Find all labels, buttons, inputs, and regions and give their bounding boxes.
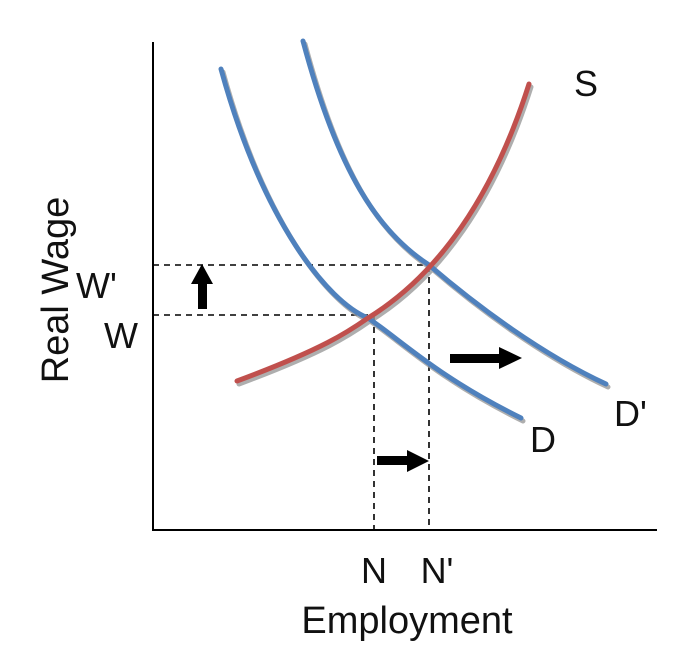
demand-label: D: [530, 419, 556, 460]
wage-up-arrow: [191, 264, 213, 309]
arrows: [191, 264, 522, 472]
supply-curve: [234, 81, 532, 384]
demand-curve: [218, 66, 524, 421]
wage-new-label: W': [76, 265, 117, 306]
guide-lines: [153, 264, 430, 530]
employment-label: N: [361, 550, 387, 591]
axes: [152, 42, 657, 531]
wage-label: W: [104, 315, 138, 356]
x-axis-title: Employment: [301, 600, 513, 642]
demand-shifted-label: D': [614, 393, 647, 434]
supply-label: S: [574, 63, 598, 104]
demand-shift-arrow: [450, 347, 522, 369]
employment-new-label: N': [421, 550, 454, 591]
employment-shift-arrow: [377, 450, 429, 472]
y-axis-title: Real Wage: [35, 197, 77, 384]
